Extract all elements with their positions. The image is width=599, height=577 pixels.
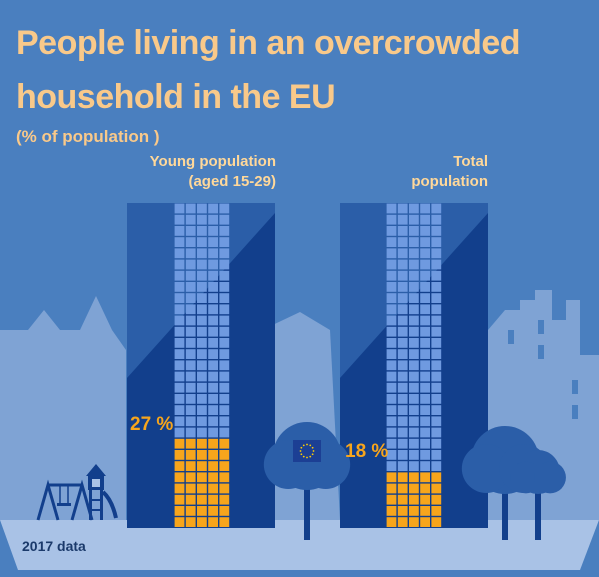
data-label-young-population: 27 % bbox=[130, 414, 174, 435]
category-label-total-population: Total population bbox=[411, 153, 488, 190]
playground bbox=[36, 464, 118, 521]
bar-total-population bbox=[340, 203, 488, 528]
chart-title-line-2: household in the EU bbox=[16, 78, 336, 116]
tower-bars bbox=[127, 203, 488, 528]
data-year-note: 2017 data bbox=[22, 538, 86, 554]
chart-subtitle: (% of population ) bbox=[16, 127, 160, 146]
swing-icon bbox=[36, 479, 94, 521]
bar-young-population bbox=[127, 203, 275, 528]
slide-icon bbox=[86, 464, 118, 520]
tree-icon bbox=[510, 450, 566, 540]
eu-flag-icon bbox=[293, 440, 321, 462]
category-label-young-population: Young population (aged 15-29) bbox=[149, 153, 276, 190]
chart-title-line-1: People living in an overcrowded bbox=[16, 24, 521, 62]
ground-platform bbox=[0, 520, 599, 570]
data-label-total-population: 18 % bbox=[345, 441, 389, 462]
